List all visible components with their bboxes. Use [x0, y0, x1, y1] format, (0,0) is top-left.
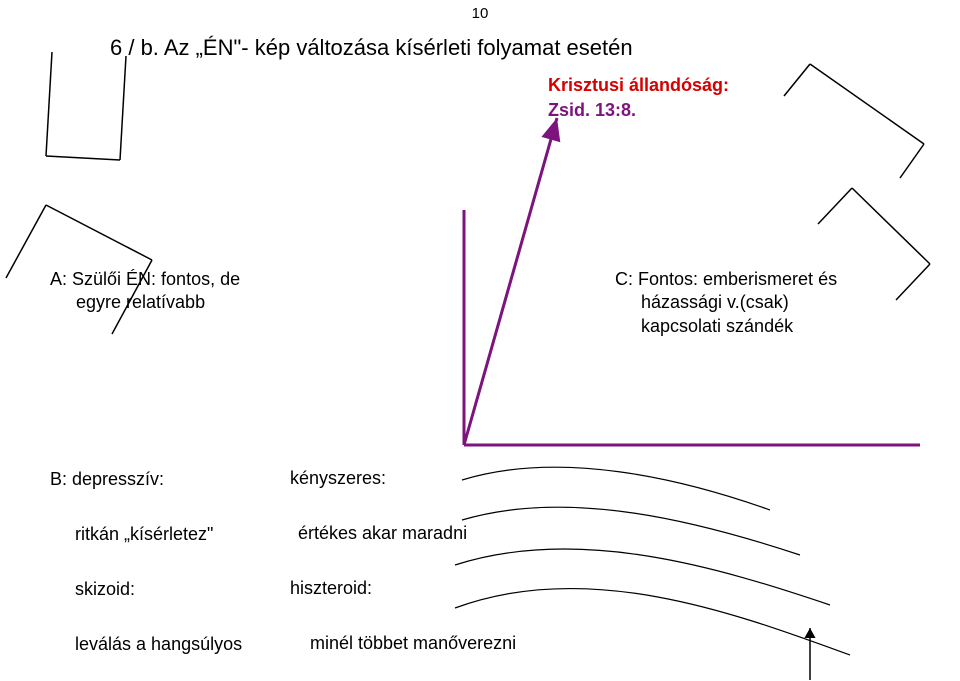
label-a: A: Szülői ÉN: fontos, de egyre relatívab… — [50, 268, 240, 315]
label-c-line3: kapcsolati szándék — [615, 315, 837, 338]
row-b-right: kényszeres: — [290, 468, 386, 489]
page-number: 10 — [472, 5, 489, 22]
row2-right: értékes akar maradni — [298, 523, 467, 544]
row4-right: minél többet manőverezni — [310, 633, 516, 654]
red-label-line1: Krisztusi állandóság: — [548, 75, 729, 96]
row4-left: leválás a hangsúlyos — [75, 633, 242, 656]
label-a-line2: egyre relatívabb — [50, 291, 240, 314]
red-label-line2: Zsid. 13:8. — [548, 100, 636, 121]
row2-left: ritkán „kísérletez" — [75, 523, 213, 546]
row-b-left: B: depresszív: — [50, 468, 164, 491]
page-title: 6 / b. Az „ÉN"- kép változása kísérleti … — [110, 35, 633, 61]
label-c: C: Fontos: emberismeret és házassági v.(… — [615, 268, 837, 338]
row3-right: hiszteroid: — [290, 578, 372, 599]
label-a-line1: A: Szülői ÉN: fontos, de — [50, 268, 240, 291]
row3-left: skizoid: — [75, 578, 135, 601]
diagram-svg — [0, 0, 960, 681]
label-c-line1: C: Fontos: emberismeret és — [615, 268, 837, 291]
label-c-line2: házassági v.(csak) — [615, 291, 837, 314]
